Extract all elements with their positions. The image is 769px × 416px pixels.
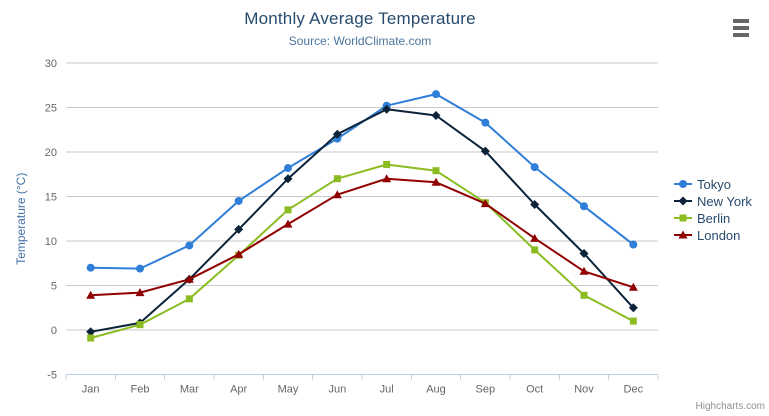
point-marker-square[interactable] [679, 214, 687, 222]
legend-label-tokyo: Tokyo [697, 176, 731, 192]
point-marker-triangle[interactable] [234, 249, 244, 258]
legend-item-new-york[interactable]: New York [674, 193, 752, 209]
point-marker-square[interactable] [87, 334, 95, 342]
export-menu-button[interactable] [733, 19, 749, 37]
x-axis-tick-label: Aug [426, 384, 446, 396]
point-marker-diamond[interactable] [234, 224, 244, 234]
series-tokyo [86, 90, 638, 273]
chart-subtitle: Source: WorldClimate.com [288, 34, 432, 48]
x-axis-tick-label: Dec [624, 384, 644, 396]
point-marker-triangle[interactable] [480, 199, 490, 208]
legend-label-berlin: Berlin [697, 210, 731, 226]
point-marker-diamond[interactable] [431, 111, 441, 121]
series-line-new-york [89, 108, 635, 333]
x-axis-tick-label: Jan [82, 384, 100, 396]
x-axis-tick-label: Sep [476, 384, 496, 396]
point-marker-circle[interactable] [185, 241, 194, 250]
x-axis-tick-label: Jul [380, 384, 394, 396]
point-marker-circle[interactable] [530, 163, 539, 172]
highcharts-credit-link[interactable]: Highcharts.com [695, 401, 765, 412]
legend-marker-diamond-icon [674, 196, 692, 206]
point-marker-triangle[interactable] [332, 190, 342, 199]
point-marker-circle[interactable] [234, 196, 243, 205]
point-marker-diamond[interactable] [628, 303, 638, 313]
point-marker-diamond[interactable] [530, 200, 540, 210]
legend-label-new-york: New York [697, 193, 752, 209]
point-marker-circle[interactable] [86, 263, 95, 272]
point-marker-circle[interactable] [580, 202, 588, 211]
y-axis-tick-label: 0 [51, 325, 57, 337]
series-new-york [86, 104, 638, 337]
x-axis-tick-label: Feb [131, 384, 150, 396]
y-axis-title: Temperature (°C) [14, 173, 28, 265]
point-marker-circle[interactable] [629, 240, 638, 249]
point-marker-triangle[interactable] [184, 274, 194, 283]
point-marker-square[interactable] [531, 246, 539, 254]
legend-label-london: London [697, 227, 741, 243]
point-marker-square[interactable] [284, 206, 292, 214]
point-marker-diamond[interactable] [86, 327, 96, 337]
x-axis-tick-label: May [278, 384, 299, 396]
x-axis-tick-label: Apr [230, 384, 247, 396]
chart-title: Monthly Average Temperature [244, 9, 476, 28]
point-marker-triangle[interactable] [678, 230, 688, 239]
point-marker-diamond[interactable] [579, 248, 589, 258]
series-line-tokyo [89, 93, 635, 270]
point-marker-circle[interactable] [481, 118, 490, 127]
legend-item-berlin[interactable]: Berlin [674, 210, 752, 226]
y-axis-tick-label: 30 [45, 58, 57, 70]
x-axis-tick-label: Nov [574, 384, 594, 396]
point-marker-circle[interactable] [679, 180, 687, 188]
point-marker-triangle[interactable] [579, 266, 589, 275]
x-axis-tick-label: Jun [328, 384, 346, 396]
series-line-london [89, 177, 635, 297]
y-axis-tick-label: 20 [45, 147, 57, 159]
point-marker-diamond[interactable] [678, 196, 688, 206]
point-marker-triangle[interactable] [86, 290, 96, 299]
series-line-berlin [89, 163, 635, 339]
point-marker-square[interactable] [185, 295, 193, 303]
point-marker-square[interactable] [629, 317, 637, 325]
point-marker-circle[interactable] [284, 164, 292, 173]
point-marker-circle[interactable] [136, 264, 144, 273]
point-marker-square[interactable] [432, 167, 440, 175]
legend-item-london[interactable]: London [674, 227, 752, 243]
point-marker-triangle[interactable] [283, 219, 293, 228]
point-marker-triangle[interactable] [431, 177, 441, 186]
point-marker-triangle[interactable] [382, 174, 392, 183]
point-marker-square[interactable] [136, 321, 144, 329]
point-marker-diamond[interactable] [332, 129, 342, 139]
legend-marker-triangle-icon [674, 230, 692, 239]
legend-marker-circle-icon [674, 180, 692, 188]
y-axis-tick-label: 10 [45, 236, 57, 248]
series-london [86, 174, 638, 299]
point-marker-square[interactable] [333, 175, 341, 183]
y-axis-tick-label: 5 [51, 281, 57, 293]
y-axis-tick-label: 25 [45, 103, 57, 115]
point-marker-square[interactable] [383, 160, 391, 168]
y-axis-tick-label: 15 [45, 192, 57, 204]
point-marker-triangle[interactable] [628, 282, 638, 291]
point-marker-diamond[interactable] [382, 104, 392, 114]
hamburger-menu-icon [733, 26, 749, 30]
point-marker-circle[interactable] [432, 90, 440, 99]
y-axis-tick-label: -5 [47, 370, 57, 382]
legend-item-tokyo[interactable]: Tokyo [674, 176, 752, 192]
legend: Tokyo New York Berlin London [674, 176, 752, 243]
point-marker-triangle[interactable] [530, 233, 540, 242]
point-marker-square[interactable] [580, 291, 588, 299]
point-marker-diamond[interactable] [283, 174, 293, 184]
legend-marker-square-icon [674, 214, 692, 222]
point-marker-diamond[interactable] [480, 146, 490, 156]
x-axis-tick-label: Mar [180, 384, 199, 396]
x-axis-tick-label: Oct [526, 384, 543, 396]
hamburger-menu-icon [733, 33, 749, 37]
hamburger-menu-icon [733, 19, 749, 23]
point-marker-triangle[interactable] [135, 288, 145, 297]
